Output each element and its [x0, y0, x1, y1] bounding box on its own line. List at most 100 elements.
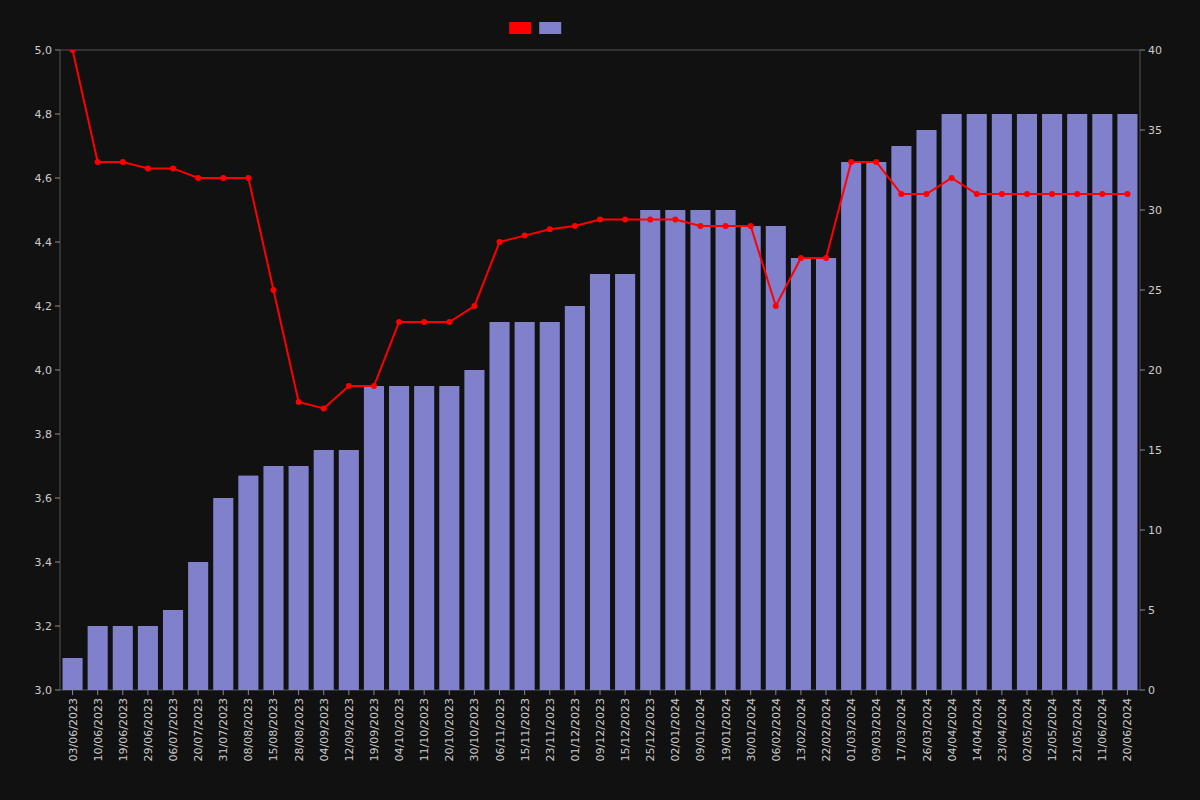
- x-tick: [399, 690, 400, 695]
- line-marker: [471, 303, 477, 309]
- bar: [866, 162, 886, 690]
- x-tick-label: 06/02/2024: [770, 698, 783, 761]
- y-tick: [55, 434, 60, 435]
- x-tick: [72, 690, 73, 695]
- x-tick-label: 23/11/2023: [544, 698, 557, 761]
- line-marker: [396, 319, 402, 325]
- x-tick: [775, 690, 776, 695]
- x-tick: [725, 690, 726, 695]
- y2-tick: [1140, 690, 1145, 691]
- x-tick-label: 17/03/2024: [895, 698, 908, 761]
- y-tick: [55, 306, 60, 307]
- y2-tick: [1140, 130, 1145, 131]
- bar: [63, 658, 83, 690]
- x-tick: [750, 690, 751, 695]
- x-tick-label: 11/06/2024: [1096, 698, 1109, 761]
- x-tick-label: 06/11/2023: [494, 698, 507, 761]
- bar: [992, 114, 1012, 690]
- x-tick: [600, 690, 601, 695]
- y-tick: [55, 242, 60, 243]
- y2-tick: [1140, 50, 1145, 51]
- x-tick-label: 15/12/2023: [619, 698, 632, 761]
- x-tick: [298, 690, 299, 695]
- legend: [509, 22, 561, 34]
- background: [0, 0, 1200, 800]
- bar: [138, 626, 158, 690]
- x-tick-label: 23/04/2024: [996, 698, 1009, 761]
- y-tick: [55, 626, 60, 627]
- x-tick: [549, 690, 550, 695]
- line-marker: [220, 175, 226, 181]
- line-marker: [1099, 191, 1105, 197]
- bar: [891, 146, 911, 690]
- bar: [464, 370, 484, 690]
- x-tick: [574, 690, 575, 695]
- x-tick: [951, 690, 952, 695]
- line-marker: [974, 191, 980, 197]
- bar: [163, 610, 183, 690]
- y2-tick: [1140, 290, 1145, 291]
- x-tick: [198, 690, 199, 695]
- line-marker: [421, 319, 427, 325]
- line-marker: [321, 405, 327, 411]
- line-marker: [446, 319, 452, 325]
- x-tick: [424, 690, 425, 695]
- bar: [364, 386, 384, 690]
- x-tick: [876, 690, 877, 695]
- x-tick-label: 04/04/2024: [946, 698, 959, 761]
- line-marker: [924, 191, 930, 197]
- line-marker: [1049, 191, 1055, 197]
- x-tick: [499, 690, 500, 695]
- x-tick-label: 01/12/2023: [569, 698, 582, 761]
- bar: [590, 274, 610, 690]
- y2-tick-label: 35: [1148, 124, 1162, 137]
- bar: [1117, 114, 1137, 690]
- x-tick: [524, 690, 525, 695]
- y2-tick-label: 10: [1148, 524, 1162, 537]
- chart: 3,03,23,43,63,84,04,24,44,64,85,00510152…: [0, 0, 1200, 800]
- line-marker: [145, 165, 151, 171]
- y-tick-label: 4,8: [35, 108, 53, 121]
- x-tick-label: 02/05/2024: [1021, 698, 1034, 761]
- line-marker: [547, 226, 553, 232]
- y2-tick-label: 20: [1148, 364, 1162, 377]
- line-marker: [497, 239, 503, 245]
- x-tick-label: 08/08/2023: [242, 698, 255, 761]
- line-marker: [622, 217, 628, 223]
- bar: [414, 386, 434, 690]
- line-marker: [873, 159, 879, 165]
- bar: [515, 322, 535, 690]
- x-tick: [1001, 690, 1002, 695]
- line-marker: [245, 175, 251, 181]
- bar: [339, 450, 359, 690]
- x-tick: [348, 690, 349, 695]
- x-tick-label: 04/09/2023: [318, 698, 331, 761]
- bar: [88, 626, 108, 690]
- line-marker: [999, 191, 1005, 197]
- bar: [389, 386, 409, 690]
- y2-tick-label: 40: [1148, 44, 1162, 57]
- bar: [289, 466, 309, 690]
- bar: [816, 258, 836, 690]
- y-tick: [55, 114, 60, 115]
- x-tick-label: 20/10/2023: [443, 698, 456, 761]
- y-tick-label: 4,4: [35, 236, 53, 249]
- bar: [213, 498, 233, 690]
- line-marker: [1024, 191, 1030, 197]
- x-tick-label: 12/05/2024: [1046, 698, 1059, 761]
- line-marker: [270, 287, 276, 293]
- bar: [916, 130, 936, 690]
- x-tick-label: 19/06/2023: [117, 698, 130, 761]
- x-tick-label: 21/05/2024: [1071, 698, 1084, 761]
- y-tick: [55, 690, 60, 691]
- line-marker: [848, 159, 854, 165]
- plot-area: [63, 50, 1138, 690]
- bar: [1092, 114, 1112, 690]
- bar: [1017, 114, 1037, 690]
- bar: [741, 226, 761, 690]
- x-tick-label: 02/01/2024: [669, 698, 682, 761]
- x-tick-label: 10/06/2023: [92, 698, 105, 761]
- line-marker: [748, 223, 754, 229]
- line: [73, 50, 1128, 408]
- bar: [263, 466, 283, 690]
